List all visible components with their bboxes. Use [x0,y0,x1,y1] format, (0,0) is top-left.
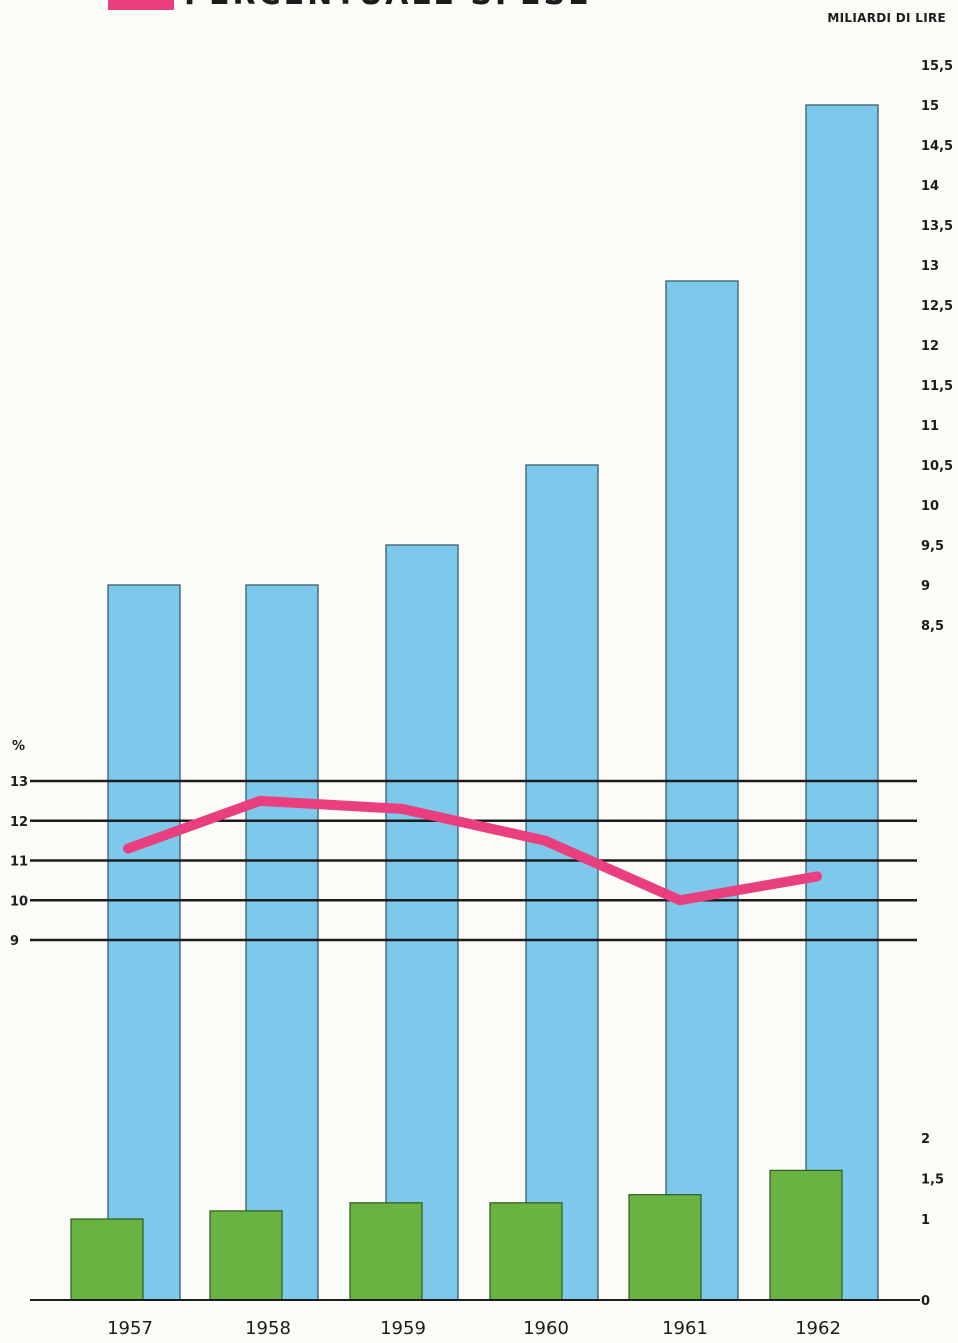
year-label-1958: 1958 [245,1318,291,1339]
left-axis-tick: 9 [10,934,19,949]
green-bar-1959 [349,1202,423,1301]
right-axis-tick: 10 [921,499,939,514]
right-axis-tick: 14,5 [921,139,953,154]
right-axis-unit-label: MILIARDI DI LIRE [827,11,946,25]
green-bars [70,1169,843,1301]
right-axis-tick: 13 [921,259,939,274]
x-axis-year-labels: 1957 1958 1959 1960 1961 1962 [107,1318,841,1339]
left-axis-tick: 12 [10,815,28,830]
left-axis-tick: 11 [10,855,28,870]
right-axis-tick: 13,5 [921,219,953,234]
right-axis-tick: 10,5 [921,459,953,474]
green-bar-1957 [70,1218,144,1301]
green-bar-1960 [489,1202,563,1301]
right-axis-lower-tick: 2 [921,1132,930,1147]
left-axis-ticks: 13 12 11 10 9 [10,775,28,949]
right-axis-lower-tick: 1,5 [921,1173,944,1188]
year-label-1957: 1957 [107,1318,153,1339]
right-axis-lower-tick: 0 [921,1294,930,1309]
blue-bar-1960 [525,464,599,1301]
year-label-1959: 1959 [380,1318,426,1339]
blue-bar-1962 [805,104,879,1301]
right-axis-tick: 15 [921,99,939,114]
year-label-1962: 1962 [795,1318,841,1339]
blue-bar-1959 [385,544,459,1301]
blue-bar-1957 [107,584,181,1301]
chart-title-group: PERCENTUALE SPESE [108,0,592,12]
chart-title: PERCENTUALE SPESE [184,0,592,12]
percent-line [123,795,822,906]
right-axis-tick: 14 [921,179,939,194]
right-axis-tick: 9,5 [921,539,944,554]
blue-bar-1958 [245,584,319,1301]
left-axis-percent-label: % [12,739,25,754]
right-axis-tick: 15,5 [921,59,953,74]
percent-grid [30,779,917,942]
blue-bar-1961 [665,280,739,1301]
legend-swatch-percentuale [108,0,174,10]
year-label-1960: 1960 [523,1318,569,1339]
green-bar-1958 [209,1210,283,1301]
left-axis-tick: 13 [10,775,28,790]
blue-bars [107,104,879,1301]
right-axis-tick: 11,5 [921,379,953,394]
right-axis-tick: 12 [921,339,939,354]
right-axis-tick: 9 [921,579,930,594]
green-bar-1961 [628,1194,702,1301]
right-axis-tick: 12,5 [921,299,953,314]
right-axis-tick: 11 [921,419,939,434]
right-axis-tick: 8,5 [921,619,944,634]
right-axis-ticks: 15,5 15 14,5 14 13,5 13 12,5 12 11,5 11 10,5 10 9,5 9… [921,59,953,634]
left-axis-tick: 10 [10,894,28,909]
right-axis-lower-ticks: 2 1,5 1 0 [921,1132,944,1309]
right-axis-lower-tick: 1 [921,1213,930,1228]
green-bar-1962 [769,1169,843,1301]
year-label-1961: 1961 [662,1318,708,1339]
